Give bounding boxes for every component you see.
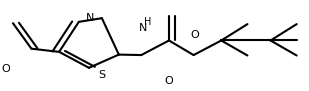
Text: O: O	[165, 76, 173, 86]
Text: O: O	[191, 30, 200, 40]
Text: S: S	[98, 70, 105, 80]
Text: H: H	[144, 17, 152, 27]
Text: N: N	[86, 13, 95, 23]
Text: N: N	[139, 23, 147, 33]
Text: O: O	[1, 64, 10, 74]
